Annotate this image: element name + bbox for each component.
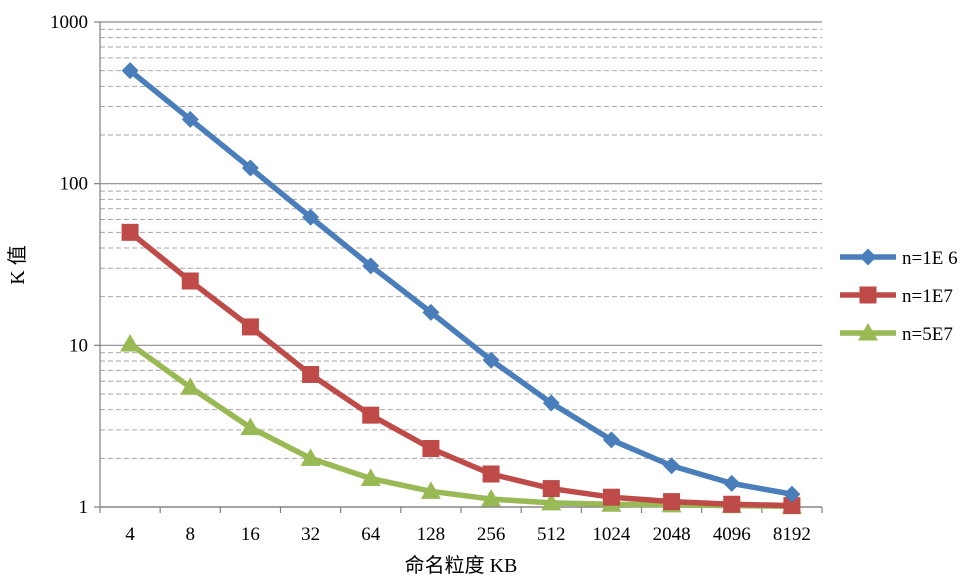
x-tick-label: 32	[301, 524, 320, 545]
series-line	[127, 67, 795, 497]
major-gridlines	[100, 21, 822, 508]
legend-item: n=1E 6	[840, 248, 958, 269]
data-point-marker	[723, 495, 741, 513]
data-point-marker	[859, 248, 877, 266]
data-point-marker	[302, 208, 320, 226]
data-point-marker	[541, 492, 562, 511]
data-point-marker	[602, 431, 620, 449]
x-tick-labels: 4 8 16 32 64 128 256 512 1024 2048 4096 8192	[125, 524, 811, 545]
data-point-marker	[302, 366, 320, 384]
legend: n=1E 6 n=1E7 n=5E7	[840, 248, 958, 345]
y-tick-label: 100	[60, 174, 89, 195]
x-tick-label: 8	[186, 524, 196, 545]
series-layer	[120, 62, 802, 515]
series-2	[121, 223, 801, 515]
x-tick-label: 16	[241, 524, 260, 545]
minor-gridlines	[100, 28, 822, 459]
x-tick-label: 4096	[713, 524, 751, 545]
data-point-marker	[360, 468, 381, 487]
data-point-marker	[120, 333, 141, 352]
data-point-marker	[482, 465, 500, 483]
data-point-marker	[181, 110, 199, 128]
legend-label: n=5E7	[902, 324, 953, 345]
data-point-marker	[602, 488, 620, 506]
data-point-marker	[300, 448, 321, 466]
y-tick-label: 10	[69, 335, 88, 356]
data-point-marker	[420, 481, 441, 499]
legend-item: n=5E7	[840, 323, 953, 345]
y-tick-labels: 1 10 100 1000	[50, 12, 88, 518]
data-point-marker	[241, 159, 259, 177]
data-point-marker	[542, 394, 560, 412]
x-tick-label: 1024	[592, 524, 631, 545]
x-tick-label: 8192	[773, 524, 811, 545]
data-point-marker	[362, 257, 380, 275]
legend-label: n=1E 6	[902, 248, 958, 269]
data-point-marker	[859, 286, 877, 304]
data-point-marker	[482, 351, 500, 369]
data-point-marker	[422, 303, 440, 321]
axes	[94, 21, 823, 513]
x-tick-label: 512	[537, 524, 566, 545]
x-tick-label: 4	[125, 524, 135, 545]
data-point-marker	[422, 440, 440, 458]
data-point-marker	[663, 457, 681, 475]
y-tick-label: 1000	[50, 12, 88, 33]
legend-item: n=1E7	[840, 286, 953, 307]
data-point-marker	[858, 323, 878, 341]
x-tick-label: 64	[361, 524, 381, 545]
series-line	[127, 341, 795, 510]
data-point-marker	[481, 489, 502, 507]
data-point-marker	[783, 497, 801, 515]
legend-label: n=1E7	[902, 286, 953, 307]
y-axis-title: K 值	[6, 245, 29, 284]
x-tick-label: 2048	[653, 524, 691, 545]
data-point-marker	[121, 62, 139, 80]
data-point-marker	[241, 318, 259, 336]
data-point-marker	[180, 377, 201, 395]
data-point-marker	[240, 417, 261, 436]
y-tick-label: 1	[79, 497, 89, 518]
x-tick-label: 256	[477, 524, 506, 545]
data-point-marker	[723, 474, 741, 492]
data-point-marker	[783, 485, 801, 503]
data-point-marker	[121, 223, 139, 241]
series-line	[127, 229, 795, 509]
data-point-marker	[181, 272, 199, 290]
data-point-marker	[663, 493, 681, 511]
data-point-marker	[542, 480, 560, 498]
x-axis-title: 命名粒度 KB	[405, 554, 518, 577]
series-1	[121, 62, 801, 503]
x-tick-label: 128	[417, 524, 446, 545]
data-point-marker	[362, 406, 380, 424]
